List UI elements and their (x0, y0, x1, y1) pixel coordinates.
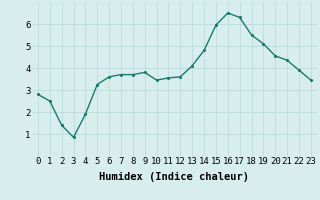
X-axis label: Humidex (Indice chaleur): Humidex (Indice chaleur) (100, 172, 249, 182)
